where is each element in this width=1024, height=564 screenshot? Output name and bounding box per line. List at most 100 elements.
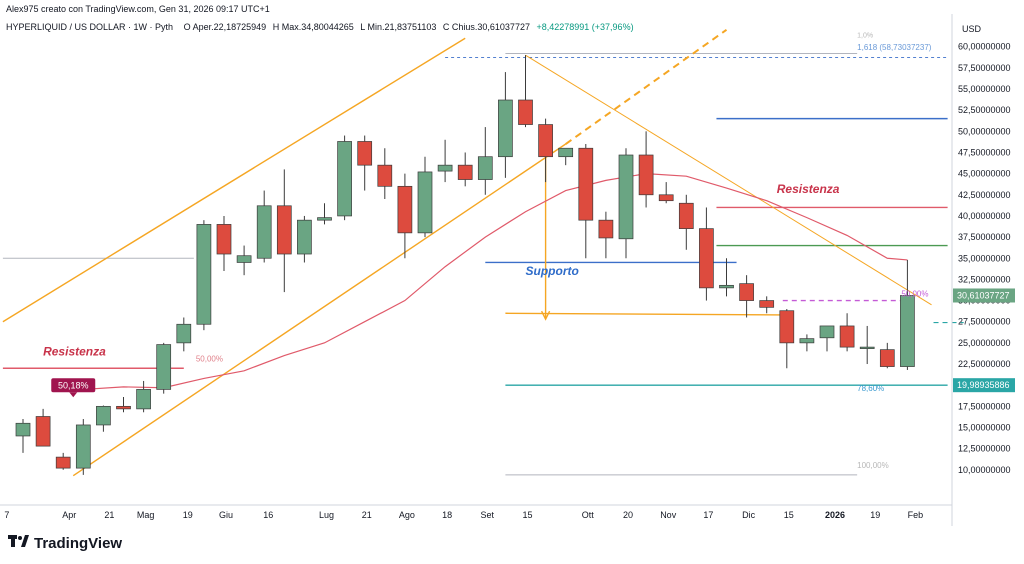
candle[interactable] bbox=[879, 342, 895, 369]
candle-body-down bbox=[839, 325, 855, 348]
candle[interactable] bbox=[678, 194, 694, 250]
candle[interactable] bbox=[15, 419, 31, 453]
candle[interactable] bbox=[618, 148, 634, 259]
symbol-name[interactable]: HYPERLIQUID / US DOLLAR · 1W · Pyth bbox=[6, 22, 174, 32]
candle[interactable] bbox=[839, 313, 855, 352]
x-tick-label: Ott bbox=[582, 510, 595, 520]
trendline-channel-upper bbox=[2, 37, 466, 323]
annotation-label: 100,00% bbox=[857, 461, 889, 470]
candle[interactable] bbox=[457, 152, 473, 187]
y-tick-label: 12,50000000 bbox=[958, 444, 1011, 454]
candle[interactable] bbox=[377, 148, 393, 200]
x-tick-label: 18 bbox=[442, 510, 452, 520]
annotation-label: 1,618 (58,73037237) bbox=[857, 43, 932, 52]
candle[interactable] bbox=[256, 190, 272, 263]
time-axis[interactable]: 7 Apr 21 Mag 19 Giu 16 Lug 21 Ago 18 Set 15 Ott 20 Nov 1… bbox=[4, 510, 923, 520]
candle[interactable] bbox=[699, 207, 714, 301]
candle[interactable] bbox=[558, 147, 574, 166]
marker-text: 50,18% bbox=[58, 380, 89, 390]
candle[interactable] bbox=[719, 258, 734, 297]
x-tick-label: 19 bbox=[870, 510, 880, 520]
candle-body-up bbox=[297, 219, 312, 255]
candle-body-down bbox=[759, 300, 775, 308]
y-tick-label: 52,50000000 bbox=[958, 105, 1011, 115]
y-tick-label: 55,00000000 bbox=[958, 84, 1011, 94]
candle[interactable] bbox=[779, 309, 795, 369]
candle-body-down bbox=[578, 147, 594, 221]
trendline-channel-lower bbox=[72, 143, 567, 477]
candle[interactable] bbox=[216, 215, 232, 271]
y-tick-label: 57,50000000 bbox=[958, 63, 1011, 73]
candle-body-down bbox=[216, 224, 232, 255]
y-tick-label: 32,50000000 bbox=[958, 274, 1011, 284]
y-tick-label: 25,00000000 bbox=[958, 338, 1011, 348]
candle[interactable] bbox=[337, 135, 352, 221]
candle-body-up bbox=[156, 344, 172, 390]
candle[interactable] bbox=[75, 419, 91, 475]
x-tick-label: Set bbox=[481, 510, 495, 520]
candle[interactable] bbox=[759, 296, 775, 314]
candle-body-down bbox=[35, 416, 51, 447]
price-axis[interactable]: 60,00000000 57,50000000 55,00000000 52,5000… bbox=[958, 42, 1011, 475]
moving-average-line bbox=[83, 173, 908, 391]
candle[interactable] bbox=[176, 317, 192, 352]
candle[interactable] bbox=[538, 118, 553, 183]
candle-body-up bbox=[417, 171, 433, 234]
candle-body-up bbox=[96, 405, 111, 426]
x-tick-label: 21 bbox=[362, 510, 372, 520]
candle-body-up bbox=[15, 422, 31, 437]
y-tick-label: 10,00000000 bbox=[958, 465, 1011, 475]
candle[interactable] bbox=[739, 275, 754, 318]
tradingview-brand[interactable]: TradingView bbox=[8, 534, 122, 552]
price-label-text: 19,98935886 bbox=[957, 380, 1010, 390]
candle[interactable] bbox=[55, 452, 71, 470]
price-labels: 30,61037727 19,98935886 bbox=[953, 288, 1015, 393]
candle[interactable] bbox=[658, 182, 674, 204]
candle-body-up bbox=[236, 255, 252, 263]
candle[interactable] bbox=[317, 203, 332, 225]
candle[interactable] bbox=[598, 211, 614, 259]
candle[interactable] bbox=[799, 334, 815, 352]
candle[interactable] bbox=[417, 156, 433, 238]
annotation-label: Resistenza bbox=[43, 345, 106, 359]
candle[interactable] bbox=[518, 55, 533, 128]
candle[interactable] bbox=[276, 169, 292, 293]
candle[interactable] bbox=[35, 408, 51, 447]
candle[interactable] bbox=[498, 72, 513, 178]
candle[interactable] bbox=[900, 259, 915, 370]
x-tick-label: Ago bbox=[399, 510, 415, 520]
x-tick-label: 15 bbox=[784, 510, 794, 520]
x-tick-label: 21 bbox=[104, 510, 114, 520]
candle-body-up bbox=[136, 389, 151, 410]
candle[interactable] bbox=[819, 325, 835, 352]
candle[interactable] bbox=[96, 405, 111, 432]
candle[interactable] bbox=[297, 215, 312, 263]
candle-body-up bbox=[618, 154, 634, 240]
candle-body-down bbox=[357, 141, 373, 166]
marker-badge bbox=[51, 378, 96, 393]
candle-body-down bbox=[116, 405, 131, 410]
annotation-label: 1,0% bbox=[857, 32, 873, 39]
symbol-info[interactable]: HYPERLIQUID / US DOLLAR · 1W · Pyth O Ap… bbox=[6, 22, 634, 32]
x-tick-label: Dic bbox=[742, 510, 755, 520]
x-tick-label: Nov bbox=[660, 510, 677, 520]
candle[interactable] bbox=[437, 139, 453, 183]
candle[interactable] bbox=[859, 325, 875, 365]
candle[interactable] bbox=[397, 173, 413, 259]
candle-body-down bbox=[699, 228, 714, 289]
candle[interactable] bbox=[196, 220, 212, 331]
candles-layer[interactable] bbox=[15, 55, 915, 475]
candle[interactable] bbox=[116, 397, 131, 413]
trendline-channel-lower-ext bbox=[565, 28, 728, 145]
trendline-target-horizontal bbox=[505, 312, 783, 316]
creator-line: Alex975 creato con TradingView.com, Gen … bbox=[6, 4, 270, 14]
candle[interactable] bbox=[236, 245, 252, 276]
candle[interactable] bbox=[477, 127, 493, 195]
candle[interactable] bbox=[156, 342, 172, 394]
annotations-layer: Resistenza Resistenza Supporto 50,00% 1,618 … bbox=[43, 32, 932, 470]
candle[interactable] bbox=[638, 131, 654, 208]
candle[interactable] bbox=[357, 135, 373, 191]
candle[interactable] bbox=[136, 380, 151, 413]
candle[interactable] bbox=[578, 144, 594, 259]
